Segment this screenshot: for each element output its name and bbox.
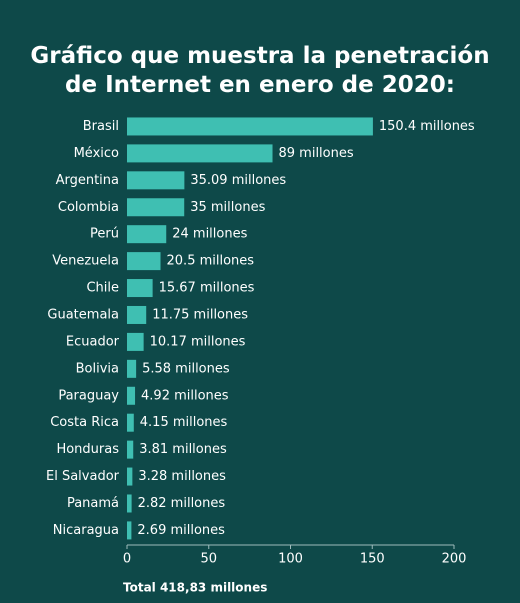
value-label: 10.17 millones xyxy=(150,334,246,349)
value-label: 4.15 millones xyxy=(140,415,228,430)
category-label: Bolivia xyxy=(76,361,119,376)
category-label: Panamá xyxy=(67,496,119,511)
bar xyxy=(127,225,167,244)
category-label: Chile xyxy=(86,281,119,296)
x-tick-label: 150 xyxy=(360,552,385,567)
value-label: 15.67 millones xyxy=(159,281,255,296)
bar xyxy=(127,386,136,405)
category-label: Brasil xyxy=(83,119,119,134)
bar xyxy=(127,332,144,351)
value-label: 2.82 millones xyxy=(138,496,226,511)
category-label: Perú xyxy=(90,227,119,242)
category-label: Paraguay xyxy=(58,388,119,403)
value-label: 3.28 millones xyxy=(138,469,226,484)
x-tick-label: 0 xyxy=(123,552,131,567)
category-label: Nicaragua xyxy=(53,523,119,538)
value-label: 35.09 millones xyxy=(190,173,286,188)
bar xyxy=(127,252,161,271)
x-tick-label: 50 xyxy=(200,552,217,567)
value-label: 150.4 millones xyxy=(379,119,475,134)
chart-title: Gráfico que muestra la penetración de In… xyxy=(30,43,490,98)
bar xyxy=(127,521,132,540)
value-label: 2.69 millones xyxy=(137,523,225,538)
value-label: 11.75 millones xyxy=(152,307,248,322)
bar xyxy=(127,467,133,486)
category-label: Argentina xyxy=(56,173,119,188)
value-label: 35 millones xyxy=(190,200,265,215)
bar xyxy=(127,359,137,378)
value-label: 4.92 millones xyxy=(141,388,229,403)
value-label: 3.81 millones xyxy=(139,442,227,457)
category-label: Costa Rica xyxy=(50,415,119,430)
category-label: Ecuador xyxy=(66,334,120,349)
bar xyxy=(127,440,134,459)
bar xyxy=(127,144,273,163)
annotation: Total 418,83 millones xyxy=(123,581,267,595)
value-label: 20.5 millones xyxy=(167,254,255,269)
bar xyxy=(127,279,153,298)
x-tick-label: 200 xyxy=(442,552,467,567)
bar xyxy=(127,198,185,217)
category-label: México xyxy=(74,146,119,161)
category-label: Guatemala xyxy=(47,307,119,322)
bar xyxy=(127,305,147,324)
category-label: Colombia xyxy=(58,200,119,215)
category-label: Honduras xyxy=(56,442,119,457)
bar xyxy=(127,171,185,190)
bar xyxy=(127,117,373,136)
bar xyxy=(127,413,134,432)
bar xyxy=(127,494,132,513)
category-label: Venezuela xyxy=(52,254,119,269)
value-label: 89 millones xyxy=(279,146,354,161)
category-label: El Salvador xyxy=(46,469,120,484)
x-tick-label: 100 xyxy=(278,552,303,567)
value-label: 24 millones xyxy=(172,227,247,242)
value-label: 5.58 millones xyxy=(142,361,230,376)
